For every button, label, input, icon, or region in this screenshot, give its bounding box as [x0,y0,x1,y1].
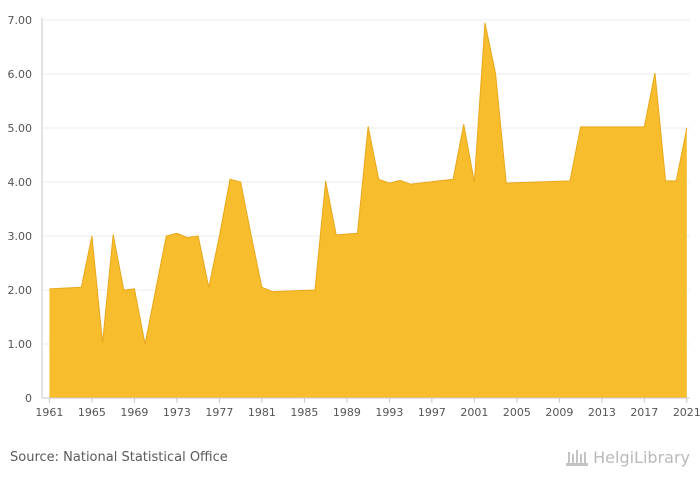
source-note: Source: National Statistical Office [10,450,228,465]
y-tick-label: 1.00 [8,338,33,351]
y-axis-ticks: 0 1.00 2.00 3.00 4.00 5.00 6.00 7.00 [8,14,33,405]
x-tick-label: 1997 [418,406,446,419]
y-tick-label: 0 [25,392,32,405]
x-tick-label: 1985 [290,406,318,419]
brand-name: HelgiLibrary [593,447,690,467]
x-axis-ticks: 1961 1965 1969 1973 1977 1981 1985 1989 1993 1997… [35,398,700,419]
y-tick-label: 4.00 [8,176,33,189]
x-tick-label: 1977 [205,406,233,419]
x-tick-label: 1989 [333,406,361,419]
series-line [49,22,688,345]
footer: Source: National Statistical Office Helg… [0,440,700,483]
x-tick-label: 2013 [588,406,616,419]
library-icon [566,450,589,466]
x-tick-label: 1973 [163,406,191,419]
series-area-group [49,22,688,398]
y-tick-label: 2.00 [8,284,33,297]
x-tick-label: 2001 [460,406,488,419]
axes [41,18,690,399]
area-chart: 01.002.003.004.005.006.007.00 1961 1965 19… [8,14,700,419]
x-tick-label: 1993 [375,406,403,419]
series-area [49,22,687,398]
x-tick-label: 2009 [545,406,573,419]
y-tick-label: 7.00 [8,14,33,27]
y-tick-label: 3.00 [8,230,33,243]
brand-logo: HelgiLibrary [565,446,690,468]
y-tick-label: 5.00 [8,122,33,135]
x-tick-label: 1969 [120,406,148,419]
x-tick-label: 1965 [78,406,106,419]
x-tick-label: 1961 [35,406,63,419]
y-tick-label: 6.00 [8,68,33,81]
x-tick-label: 2005 [503,406,531,419]
x-tick-label: 2017 [630,406,658,419]
x-tick-label: 1981 [248,406,276,419]
chart-area: 0 1.00 2.00 3.00 4.00 5.00 6.00 7.00 1961 1965 19… [8,14,700,419]
x-tick-label: 2021 [673,406,700,419]
